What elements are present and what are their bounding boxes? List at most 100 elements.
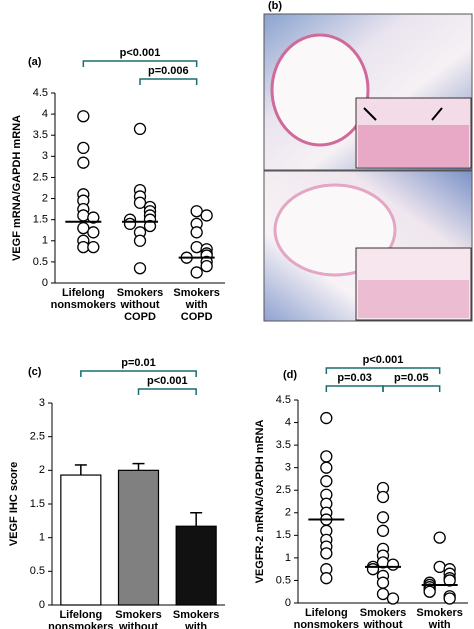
y-axis-label: VEGFR-2 mRNA/GAPDH mRNA [254,420,266,584]
data-point [77,221,90,235]
significance-bracket [139,78,198,85]
y-tick-label: 1.5 [30,498,45,510]
y-tick-label: 4 [285,416,291,428]
y-tick-label: 1 [285,552,291,564]
y-tick-label: 0 [285,597,291,609]
y-tick-label: 3.5 [276,439,291,451]
panel-label: (a) [28,56,42,68]
p-value: p=0.01 [121,357,156,369]
data-point [190,240,203,254]
data-point [200,209,213,222]
data-point [376,490,390,504]
data-point [376,524,390,537]
bar [175,525,217,606]
y-tick-label: 3.5 [33,129,48,141]
data-point [366,563,380,576]
data-point [376,511,390,524]
y-tick-label: 4.5 [276,394,291,406]
y-tick-label: 0.5 [33,256,48,268]
x-tick-label: Lifelong nonsmokers [48,609,113,629]
data-point [133,122,147,136]
data-point [320,547,333,560]
y-tick-label: 3 [39,397,45,409]
data-point [77,209,90,222]
y-tick-label: 1 [39,532,45,544]
y-tick-label: 0.5 [276,574,291,586]
data-point [320,411,333,425]
y-tick-label: 1.5 [33,214,48,226]
p-value: p<0.001 [363,354,404,366]
data-point [77,240,90,254]
y-tick-label: 4.5 [33,87,48,99]
data-point [376,587,390,601]
y-tick-label: 1 [42,235,48,247]
airway-lumen [270,33,370,147]
p-value: p=0.03 [337,372,372,384]
data-point [123,217,137,231]
y-tick-label: 1.5 [276,529,291,541]
data-point [320,572,333,585]
significance-bracket [80,370,197,377]
x-tick-label: Lifelong nonsmokers [51,287,116,311]
data-point [133,234,147,247]
data-point [376,576,390,589]
significance-bracket [325,385,384,392]
significance-bracket [137,388,197,395]
data-point [320,475,333,488]
data-point [77,156,90,169]
inset-epithelium [358,125,469,167]
panel-label: (c) [28,366,42,378]
data-point [386,558,400,571]
inset-epithelium [358,280,469,318]
data-point [190,226,203,239]
data-point [443,592,456,605]
arrow [431,107,443,121]
y-tick-label: 4 [42,108,48,120]
data-point [143,219,157,233]
data-point [133,196,147,209]
data-point [433,531,446,544]
y-axis-label: VEGF mRNA/GAPDH mRNA [11,115,23,261]
micrograph-panel [263,13,473,322]
x-tick-label: Lifelong nonsmokers [294,607,359,629]
bar [60,474,102,606]
y-tick-label: 3 [285,462,291,474]
data-point [87,240,100,254]
significance-bracket [382,385,441,392]
data-point [133,262,147,275]
p-value: p=0.006 [148,65,189,77]
data-point [87,211,100,224]
arrow [363,107,377,121]
data-point [386,592,400,605]
y-tick-label: 3 [42,150,48,162]
panel-label: (b) [268,0,282,12]
y-axis-label: VEGF IHC score [8,462,20,546]
p-value: p<0.001 [120,47,161,59]
data-point [433,560,446,574]
y-tick-label: 0 [39,599,45,611]
data-point [77,110,90,123]
bar [117,469,160,606]
data-point [200,259,213,273]
data-point [87,226,100,239]
y-tick-label: 2.5 [33,171,48,183]
data-point [320,461,333,474]
p-value: p<0.001 [147,375,188,387]
data-point [190,205,203,218]
y-tick-label: 2.5 [30,431,45,443]
y-tick-label: 0.5 [30,565,45,577]
significance-bracket [325,367,441,374]
y-tick-label: 2.5 [276,484,291,496]
y-tick-label: 2 [39,464,45,476]
significance-bracket [82,60,198,67]
y-tick-label: 2 [285,507,291,519]
data-point [77,141,90,155]
p-value: p=0.05 [394,372,429,384]
y-tick-label: 2 [42,192,48,204]
